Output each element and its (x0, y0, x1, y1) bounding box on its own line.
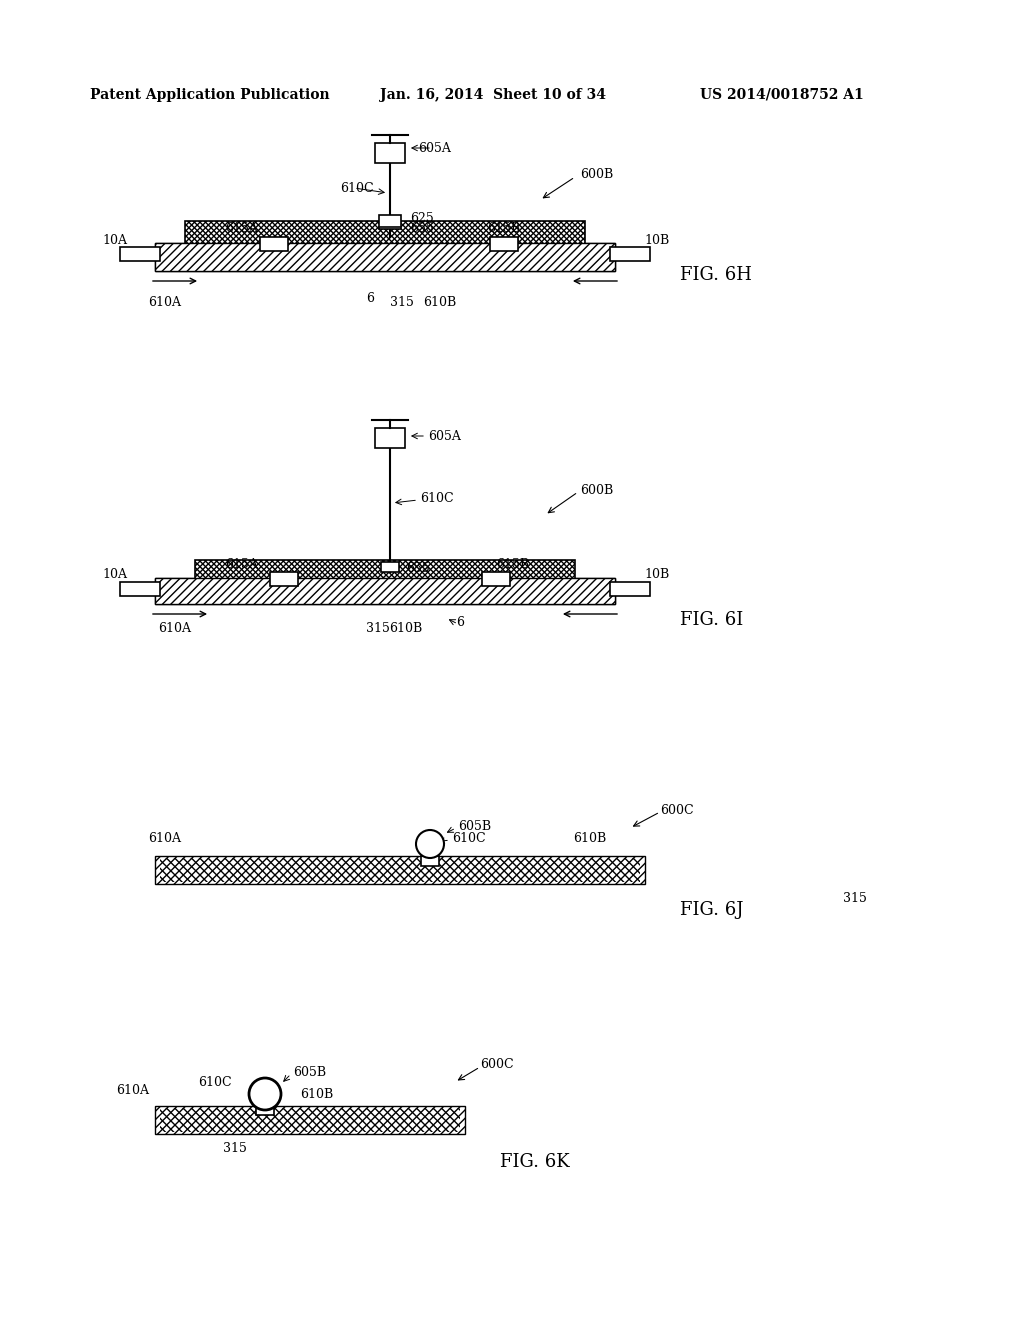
Circle shape (416, 830, 444, 858)
Text: 615A: 615A (225, 223, 258, 235)
Text: 610B: 610B (573, 832, 606, 845)
Bar (155, 1106, 465, 1134)
Text: FIG. 6I: FIG. 6I (680, 611, 743, 630)
Text: 6: 6 (456, 615, 464, 628)
Text: FIG. 6H: FIG. 6H (680, 267, 752, 284)
Text: Patent Application Publication: Patent Application Publication (90, 88, 330, 102)
Text: 600C: 600C (660, 804, 693, 817)
Text: 10A: 10A (102, 568, 128, 581)
Bar (610, 582, 650, 597)
Bar (155, 855, 645, 884)
Text: 615A: 615A (225, 557, 258, 570)
Text: US 2014/0018752 A1: US 2014/0018752 A1 (700, 88, 864, 102)
Bar (490, 238, 518, 251)
Text: 610B: 610B (389, 622, 423, 635)
Bar (256, 1107, 274, 1115)
Bar (375, 428, 406, 447)
Bar (195, 560, 575, 602)
Bar (120, 247, 160, 261)
Text: 605A: 605A (428, 429, 461, 442)
Text: 600B: 600B (580, 169, 613, 181)
Bar (155, 243, 615, 271)
Text: Jan. 16, 2014  Sheet 10 of 34: Jan. 16, 2014 Sheet 10 of 34 (380, 88, 606, 102)
Text: 10B: 10B (644, 568, 670, 581)
Bar (155, 243, 615, 271)
Text: 610C: 610C (452, 833, 485, 846)
Text: 610A: 610A (159, 622, 191, 635)
Text: 610C: 610C (199, 1076, 231, 1089)
Bar (160, 858, 640, 882)
Text: 600B: 600B (580, 483, 613, 496)
Text: 610C: 610C (420, 491, 454, 504)
Text: 6: 6 (366, 293, 374, 305)
Bar (482, 572, 510, 586)
Text: 315: 315 (843, 891, 867, 904)
Text: 610A: 610A (148, 297, 181, 309)
Bar (185, 220, 585, 271)
Bar (421, 855, 439, 866)
Bar (155, 578, 615, 605)
Bar (270, 572, 298, 586)
Bar (381, 562, 399, 572)
Text: 655: 655 (406, 561, 430, 574)
Circle shape (249, 1078, 281, 1110)
Text: 315: 315 (223, 1142, 247, 1155)
Text: 10B: 10B (644, 235, 670, 248)
Text: 615B: 615B (487, 223, 520, 235)
Text: 605A: 605A (419, 141, 452, 154)
Text: 610C: 610C (340, 181, 374, 194)
Bar (155, 578, 615, 605)
Bar (185, 220, 585, 271)
Bar (195, 560, 575, 602)
Text: FIG. 6K: FIG. 6K (500, 1152, 569, 1171)
Text: 605B: 605B (458, 820, 492, 833)
Bar (610, 247, 650, 261)
Text: 625: 625 (410, 213, 434, 226)
Text: 655: 655 (410, 223, 434, 235)
Text: 600C: 600C (480, 1059, 514, 1072)
Text: 610B: 610B (423, 297, 457, 309)
Bar (379, 215, 401, 228)
Text: 315: 315 (366, 622, 390, 635)
Text: 610A: 610A (148, 832, 181, 845)
Text: 615B: 615B (496, 557, 529, 570)
Bar (375, 143, 406, 162)
Bar (120, 582, 160, 597)
Text: FIG. 6J: FIG. 6J (680, 902, 743, 919)
Text: 610A: 610A (117, 1084, 150, 1097)
Text: 315: 315 (390, 297, 414, 309)
Text: 10A: 10A (102, 235, 128, 248)
Bar (160, 1107, 460, 1133)
Bar (260, 238, 288, 251)
Text: 605B: 605B (293, 1065, 326, 1078)
Text: 610B: 610B (300, 1088, 333, 1101)
